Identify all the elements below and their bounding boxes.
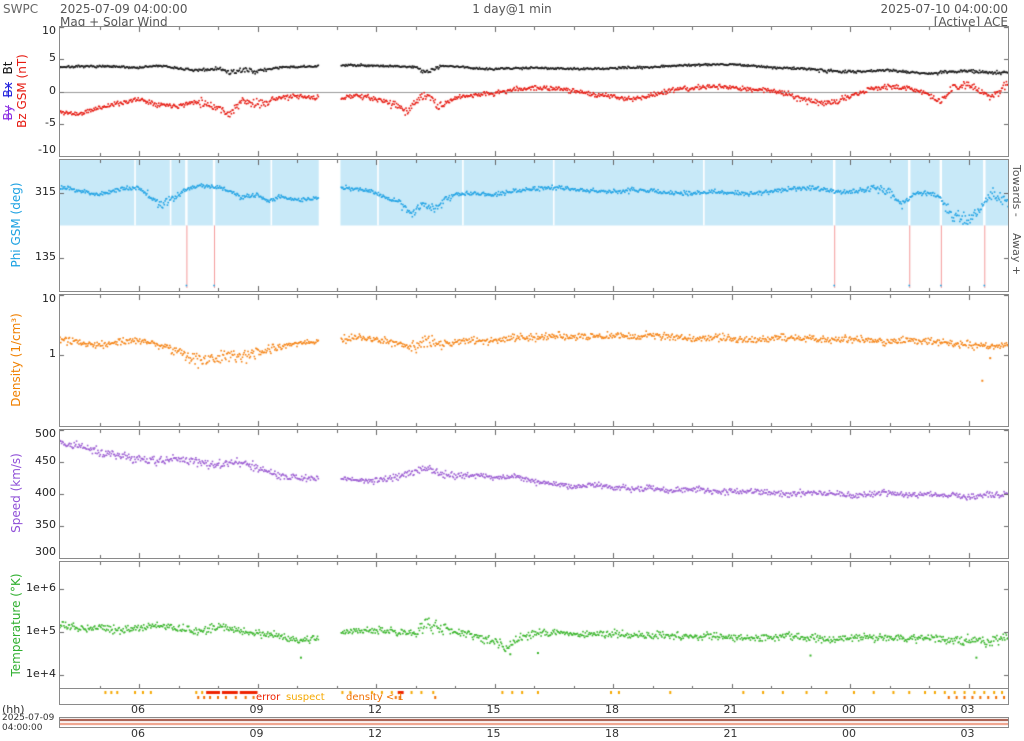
xtick-09: 09 [249,703,264,716]
phi-axis-title: Phi GSM (deg) [9,181,23,268]
density-ytick: 1 [49,347,56,361]
end-datetime: 2025-07-10 04:00:00 [880,2,1008,16]
xtick-bottom-06: 06 [131,727,145,740]
density-canvas [60,295,1008,426]
xtick-00: 00 [842,703,856,716]
mag-ytick: 5 [49,51,56,65]
temperature-ytick: 1e+5 [26,623,56,637]
temperature-axis-title: Temperature (°K) [9,572,23,677]
mag-ytick: 10 [42,24,56,37]
trace-label-by: By [1,104,15,120]
brand: SWPC [3,2,39,16]
xtick-bottom-00: 00 [842,727,856,740]
mag-ytick: -5 [45,115,56,129]
mag-ytick: -10 [38,143,56,156]
mag-ytick: 0 [49,83,56,97]
source-status: [Active] ACE [933,15,1008,29]
away-label: Away + [1010,232,1023,275]
flags-canvas [60,689,1008,704]
phi-ytick: 315 [35,184,56,198]
xtick-bottom-15: 15 [486,727,501,740]
panel-mag [59,26,1009,157]
phi-ytick: 135 [35,250,56,264]
speed-axis-title: Speed (km/s) [9,453,23,533]
bt-bx-by-label: By Bx Bt [1,61,15,120]
plot-subtitle: Mag + Solar Wind [60,15,168,29]
temperature-canvas [60,562,1008,689]
flag-legend-0: error [256,692,281,703]
bottom-start-date: 2025-07-09 [2,713,55,723]
trace-label-bx: Bx [1,81,15,97]
selector-canvas [60,718,1008,727]
panel-speed [59,429,1009,559]
density-ytick: 10 [42,292,56,305]
density-axis-title: Density (1/cm³) [9,312,23,407]
xtick-06: 06 [131,703,145,716]
temperature-ytick: 1e+4 [26,666,56,680]
speed-ytick: 500 [35,427,56,440]
speed-ytick: 400 [35,486,56,499]
temperature-ytick: 1e+6 [26,580,56,594]
phi-canvas [60,160,1008,291]
xtick-bottom-12: 12 [368,727,382,740]
speed-ytick: 450 [35,454,56,467]
panel-temperature [59,561,1009,690]
bottom-start-time: 04:00:00 [2,723,43,733]
mag-axis-title: Bz GSM (nT) [15,53,29,128]
trace-label-bt: Bt [1,61,15,74]
towards-label: Towards - [1010,165,1023,217]
panel-phi [59,159,1009,292]
time-range-scrollbar[interactable] [59,717,1009,728]
flag-legend-1: suspect [286,692,325,703]
xtick-15: 15 [486,703,501,716]
speed-ytick: 300 [35,545,56,558]
hh-axis-label: (hh) [2,703,25,716]
xtick-bottom-18: 18 [605,727,619,740]
xtick-12: 12 [368,703,382,716]
speed-ytick: 350 [35,518,56,531]
xtick-18: 18 [605,703,619,716]
panel-density [59,294,1009,427]
xtick-bottom-21: 21 [723,727,738,740]
start-datetime: 2025-07-09 04:00:00 [60,2,188,16]
xtick-21: 21 [723,703,738,716]
xtick-03: 03 [960,703,975,716]
cadence-label: 1 day@1 min [472,2,552,16]
flag-legend-2: density < 1 [346,692,404,703]
mag-canvas [60,27,1008,156]
speed-canvas [60,430,1008,558]
flags-strip: error suspect density < 1 [59,688,1009,705]
xtick-bottom-09: 09 [249,727,264,740]
xtick-bottom-03: 03 [960,727,975,740]
